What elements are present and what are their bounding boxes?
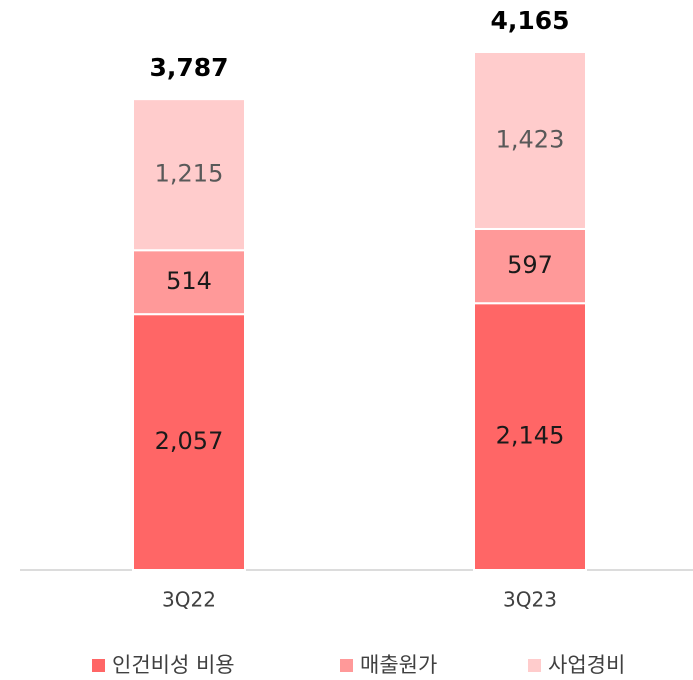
total-label: 3,787 [149, 53, 228, 82]
x-tick-label: 3Q22 [162, 588, 216, 612]
bar-segment [473, 302, 587, 571]
legend-label: 사업경비 [548, 653, 625, 677]
x-tick-label: 3Q23 [503, 588, 557, 612]
bar-segment [473, 227, 587, 305]
legend-swatch [340, 659, 353, 672]
value-label: 1,423 [496, 125, 565, 153]
bar-segment [132, 249, 246, 316]
legend-label: 인건비성 비용 [112, 653, 235, 677]
bar-segment [132, 313, 246, 571]
bar-segment [473, 51, 587, 230]
bar-segment [132, 98, 246, 252]
legend-swatch [528, 659, 541, 672]
value-label: 2,145 [496, 422, 565, 450]
value-label: 514 [166, 267, 212, 295]
value-label: 2,057 [155, 427, 224, 455]
total-label: 4,165 [490, 6, 569, 35]
value-label: 1,215 [155, 160, 224, 188]
legend-label: 매출원가 [360, 653, 437, 677]
legend-swatch [92, 659, 105, 672]
value-label: 597 [507, 251, 553, 279]
